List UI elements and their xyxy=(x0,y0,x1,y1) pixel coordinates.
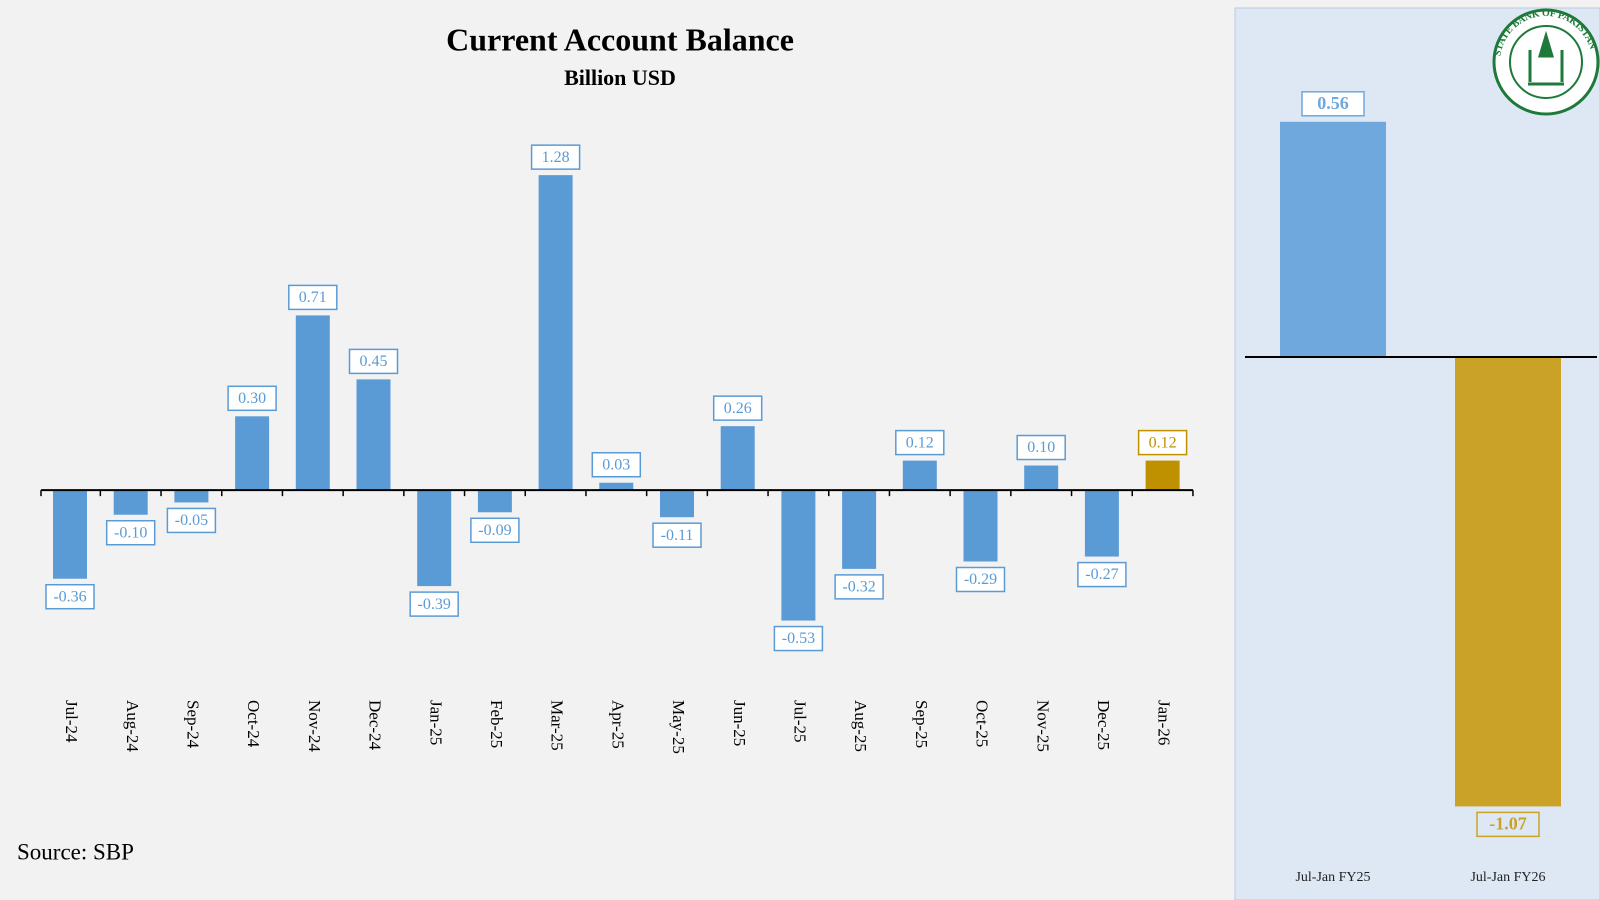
value-label: -0.27 xyxy=(1085,566,1118,583)
bar xyxy=(660,490,694,518)
value-label: -0.11 xyxy=(661,527,694,544)
value-label: 0.56 xyxy=(1317,93,1349,113)
x-tick-label: Nov-24 xyxy=(305,700,324,752)
value-label: -0.05 xyxy=(175,512,208,529)
value-label: -1.07 xyxy=(1489,814,1527,834)
bar xyxy=(1084,490,1119,557)
bar xyxy=(902,460,937,491)
bar xyxy=(963,490,998,562)
x-tick-label: Aug-24 xyxy=(123,700,142,752)
logo-emblem xyxy=(1528,30,1564,86)
logo-inner xyxy=(1509,25,1583,99)
bar xyxy=(1024,465,1059,491)
x-tick-label: Dec-25 xyxy=(1094,700,1113,750)
label-box xyxy=(409,591,459,617)
x-tick-label: Jul-Jan FY26 xyxy=(1470,870,1545,885)
label-box xyxy=(1137,429,1188,456)
x-tick-label: Jan-25 xyxy=(426,700,445,745)
label-box xyxy=(1077,561,1127,588)
label-box xyxy=(1476,811,1540,838)
label-box xyxy=(712,395,763,421)
x-tick-label: Sep-24 xyxy=(183,700,202,749)
bar xyxy=(720,426,755,491)
bar xyxy=(477,490,512,513)
value-label: 0.12 xyxy=(906,434,934,451)
x-tick-label: May-25 xyxy=(669,700,688,754)
value-label: 0.03 xyxy=(602,456,630,473)
x-tick-label: Sep-25 xyxy=(912,700,931,748)
label-box xyxy=(288,284,338,311)
value-label: 0.30 xyxy=(238,390,266,407)
value-label: 0.71 xyxy=(299,289,327,306)
label-box xyxy=(166,507,217,534)
bar xyxy=(417,490,452,587)
value-label: -0.09 xyxy=(478,522,511,539)
x-tick-label: Feb-25 xyxy=(487,700,506,748)
x-tick-label: Dec-24 xyxy=(366,700,385,751)
label-box xyxy=(773,625,824,652)
value-label: 0.12 xyxy=(1149,434,1177,451)
bar xyxy=(53,490,87,579)
value-label: -0.53 xyxy=(782,630,815,647)
x-tick-label: Jan-26 xyxy=(1155,700,1174,745)
bar xyxy=(174,490,209,503)
bar xyxy=(842,490,877,569)
bar xyxy=(599,482,634,491)
bar xyxy=(538,175,573,491)
label-box xyxy=(834,574,884,600)
label-box xyxy=(45,583,95,610)
label-box xyxy=(1016,434,1066,461)
value-label: -0.32 xyxy=(842,579,875,596)
label-box xyxy=(227,385,277,412)
value-label: 0.10 xyxy=(1027,439,1055,456)
value-label: -0.29 xyxy=(964,571,997,588)
x-tick-label: Jun-25 xyxy=(730,700,749,746)
label-box xyxy=(1301,91,1365,117)
value-label: -0.10 xyxy=(114,524,147,541)
x-tick-label: Mar-25 xyxy=(548,700,567,751)
x-tick-label: Jul-Jan FY25 xyxy=(1295,870,1370,885)
x-tick-label: Jul-24 xyxy=(62,700,81,743)
bar xyxy=(356,379,391,491)
source-note: Source: SBP xyxy=(17,839,134,864)
bar xyxy=(1145,460,1180,491)
label-box xyxy=(530,144,581,170)
bar xyxy=(113,490,148,515)
bar xyxy=(295,315,330,491)
label-box xyxy=(652,522,702,548)
x-tick-label: Oct-25 xyxy=(973,700,992,747)
chart-subtitle: Billion USD xyxy=(564,65,676,90)
x-tick-label: Oct-24 xyxy=(244,700,263,748)
x-tick-label: Aug-25 xyxy=(851,700,870,752)
label-box xyxy=(470,517,520,544)
value-label: 0.26 xyxy=(724,400,752,417)
label-box xyxy=(591,451,642,478)
bar xyxy=(781,490,816,621)
bar xyxy=(1455,357,1561,807)
logo: STATE BANK OF PAKISTAN xyxy=(1492,8,1600,116)
bar xyxy=(235,416,270,491)
value-label: -0.36 xyxy=(53,588,86,605)
chart-title: Current Account Balance xyxy=(446,21,794,57)
x-tick-label: Nov-25 xyxy=(1033,700,1052,752)
label-box xyxy=(895,429,945,456)
value-label: 0.45 xyxy=(360,353,388,370)
x-tick-label: Jul-25 xyxy=(790,700,809,743)
value-label: 1.28 xyxy=(542,149,570,166)
label-box xyxy=(105,519,156,546)
bar xyxy=(1280,121,1386,357)
value-label: -0.39 xyxy=(418,596,451,613)
label-box xyxy=(955,566,1006,593)
label-box xyxy=(348,348,399,375)
x-tick-label: Apr-25 xyxy=(608,700,627,749)
